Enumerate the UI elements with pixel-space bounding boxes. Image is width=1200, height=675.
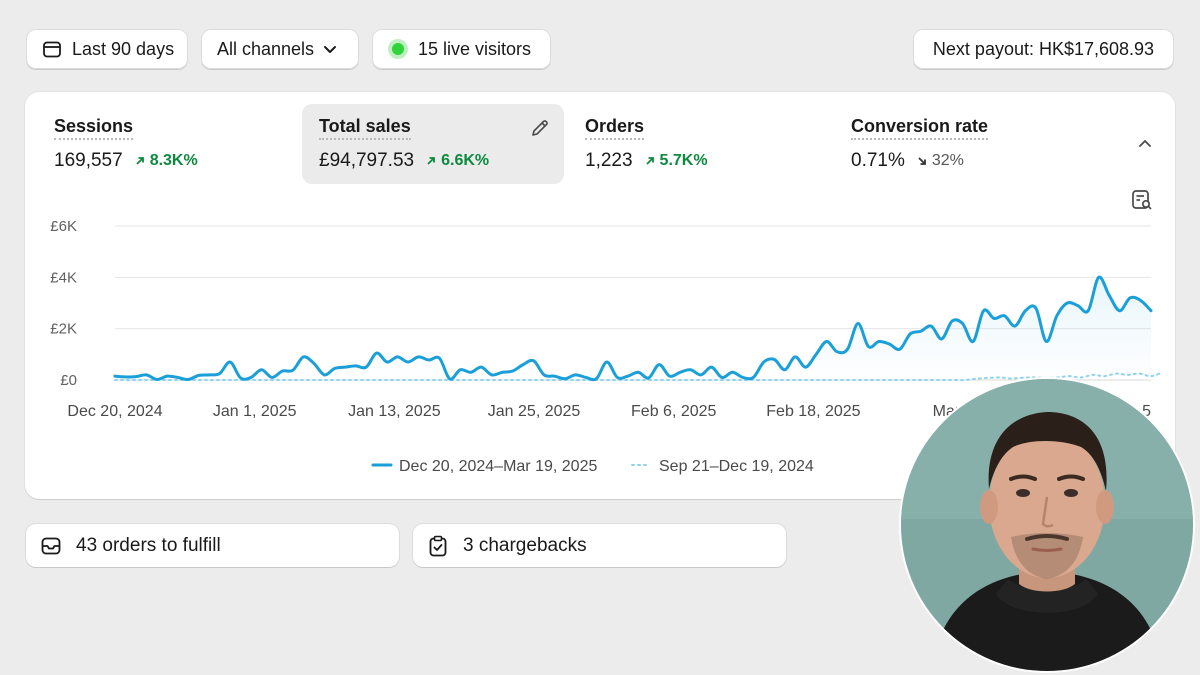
x-tick-label: Jan 25, 2025 (488, 403, 581, 420)
metric-conversion-rate[interactable]: Conversion rate 0.71% 32% (834, 104, 1096, 184)
y-tick-label: £0 (60, 372, 77, 389)
series-line-current (113, 275, 1153, 382)
metric-sessions[interactable]: Sessions 169,557 8.3K% (37, 104, 299, 184)
metric-delta-value: 6.6K% (441, 152, 490, 169)
metric-label: Conversion rate (851, 116, 989, 140)
legend-label-comparison: Sep 21–Dec 19, 2024 (659, 458, 814, 475)
webcam-overlay (901, 379, 1193, 671)
metric-value: £94,797.53 (319, 150, 415, 171)
metric-delta-value: 32% (931, 152, 964, 169)
chargebacks-label: 3 chargebacks (463, 534, 587, 556)
metric-delta: 6.6K% (426, 152, 489, 170)
channels-label: All channels (217, 38, 315, 59)
chevron-up-icon[interactable] (1137, 136, 1153, 152)
arrow-up-right-icon (136, 157, 144, 165)
payout-button[interactable]: Next payout: HK$17,608.93 (913, 29, 1174, 69)
x-tick-label: Dec 20, 2024 (67, 403, 162, 420)
arrow-up-right-icon (645, 157, 654, 165)
chargebacks-card[interactable]: 3 chargebacks (413, 524, 786, 567)
date-range-label: Last 90 days (72, 38, 175, 59)
arrow-up-right-icon (427, 157, 435, 165)
pencil-icon[interactable] (530, 118, 550, 138)
metric-delta: 32% (917, 152, 964, 170)
x-tick-label: Feb 6, 2025 (631, 403, 717, 420)
metric-delta: 8.3K% (135, 152, 198, 170)
inbox-icon (41, 537, 61, 554)
metric-value: 0.71% (851, 150, 905, 171)
metric-label: Orders (585, 116, 645, 140)
x-tick-label: Jan 13, 2025 (348, 403, 441, 420)
chevron-down-icon (324, 46, 337, 53)
y-tick-label: £2K (50, 321, 77, 338)
arrow-down-right-icon (918, 157, 926, 165)
metric-label: Total sales (319, 116, 411, 140)
presenter-avatar (901, 379, 1193, 671)
legend-label-current: Dec 20, 2024–Mar 19, 2025 (399, 458, 597, 475)
metric-value: 169,557 (54, 150, 123, 171)
report-search-icon[interactable] (1131, 189, 1153, 211)
x-tick-label: 5 (1142, 403, 1151, 420)
series-area (115, 277, 1151, 380)
payout-label: Next payout: HK$17,608.93 (932, 38, 1155, 59)
live-status-dot (392, 43, 404, 55)
y-tick-label: £6K (50, 218, 77, 235)
channels-dropdown[interactable]: All channels (201, 29, 359, 69)
clipboard-check-icon (429, 535, 447, 556)
metric-label: Sessions (54, 116, 134, 140)
live-visitors-label: 15 live visitors (418, 38, 532, 59)
metric-delta: 5.7K% (645, 152, 708, 170)
sales-line-chart: £0 £2K £4K £6K Dec 20, 2024 Jan 1, 2025 Jan 13… (50, 218, 1164, 475)
y-tick-label: £4K (50, 269, 77, 286)
calendar-icon (43, 41, 61, 58)
orders-to-fulfill-card[interactable]: 43 orders to fulfill (26, 524, 399, 567)
date-range-button[interactable]: Last 90 days (26, 29, 188, 69)
metric-value: 1,223 (585, 150, 633, 171)
metric-total-sales[interactable]: Total sales £94,797.53 6.6K% (302, 104, 564, 184)
metric-delta-value: 5.7K% (659, 152, 708, 169)
x-tick-label: Feb 18, 2025 (766, 403, 860, 420)
live-visitors-button[interactable]: 15 live visitors (372, 29, 551, 69)
metric-delta-value: 8.3K% (149, 152, 198, 169)
x-tick-label: Jan 1, 2025 (213, 403, 297, 420)
metric-orders[interactable]: Orders 1,223 5.7K% (568, 104, 830, 184)
orders-to-fulfill-label: 43 orders to fulfill (76, 534, 221, 556)
